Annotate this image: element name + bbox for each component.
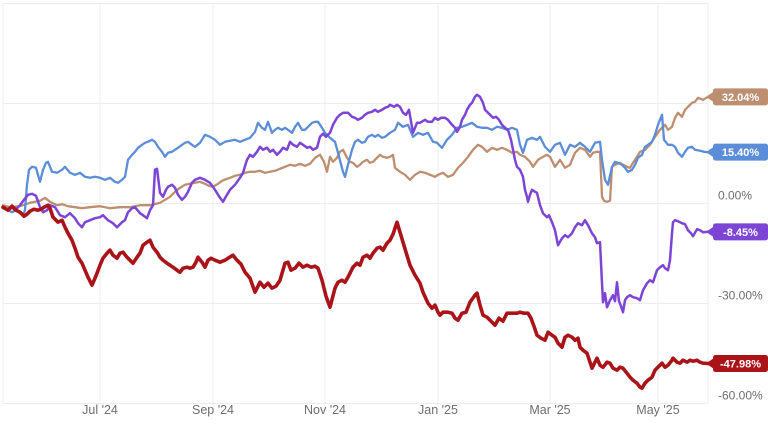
badge-arrow-purple [706,226,714,238]
y-axis-label: -30.00% [718,288,763,302]
badge-arrow-red [706,357,714,369]
badge-blue [713,143,768,161]
badge-red [713,354,768,372]
badge-purple [713,223,768,241]
badge-label-tan: 32.04% [722,92,760,104]
badge-tan [713,88,768,106]
badge-arrow-tan [706,91,714,103]
x-axis-label: Nov '24 [304,403,346,417]
line-series-red [1,203,710,391]
x-axis-label: Sep '24 [192,403,234,417]
x-axis-label: Jul '24 [82,403,118,417]
line-series-blue [1,113,710,217]
badge-label-purple: -8.45% [723,227,758,239]
y-axis-label: -60.00% [718,388,763,402]
y-axis-label: 0.00% [718,189,752,203]
badge-label-blue: 15.40% [722,147,760,159]
badge-label-red: -47.98% [720,358,761,370]
line-series-purple [1,93,710,314]
badge-arrow-blue [706,146,714,158]
x-axis-label: May '25 [636,403,679,417]
x-axis-label: Mar '25 [529,403,570,417]
x-axis-label: Jan '25 [418,403,458,417]
